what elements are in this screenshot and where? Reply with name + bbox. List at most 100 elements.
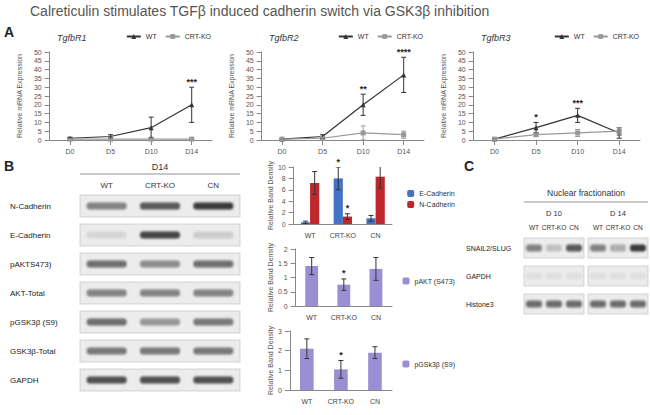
svg-text:4: 4 [282, 198, 286, 205]
svg-text:WT: WT [593, 224, 603, 231]
svg-text:0: 0 [284, 303, 288, 310]
svg-text:WT: WT [529, 224, 539, 231]
svg-text:WT: WT [306, 314, 318, 321]
svg-text:N-Cadherin: N-Cadherin [419, 201, 455, 208]
svg-text:1: 1 [284, 274, 288, 281]
svg-text:D10: D10 [571, 148, 584, 155]
svg-text:45: 45 [458, 57, 466, 64]
svg-text:8: 8 [282, 175, 286, 182]
svg-text:50: 50 [458, 49, 466, 56]
svg-text:D14: D14 [397, 148, 410, 155]
svg-text:WT: WT [100, 181, 113, 190]
svg-text:40: 40 [246, 66, 254, 73]
svg-text:CRT-KO: CRT-KO [185, 33, 212, 40]
svg-text:****: **** [397, 47, 412, 57]
svg-text:3: 3 [278, 328, 282, 335]
svg-text:20: 20 [34, 101, 42, 108]
svg-text:30: 30 [34, 84, 42, 91]
svg-text:40: 40 [458, 66, 466, 73]
svg-text:Nuclear fractionation: Nuclear fractionation [547, 188, 625, 198]
svg-text:D5: D5 [106, 148, 115, 155]
svg-text:D 14: D 14 [610, 209, 626, 218]
svg-text:2: 2 [284, 246, 288, 253]
svg-text:TgfbR3: TgfbR3 [481, 33, 511, 43]
svg-text:Relative mRNA Expression: Relative mRNA Expression [440, 54, 448, 138]
svg-text:SNAIL2/SLUG: SNAIL2/SLUG [466, 245, 511, 252]
svg-text:10: 10 [246, 119, 254, 126]
svg-text:GAPDH: GAPDH [466, 273, 491, 280]
svg-text:30: 30 [246, 84, 254, 91]
svg-text:WT: WT [574, 33, 586, 40]
svg-text:CRT-KO: CRT-KO [145, 181, 175, 190]
svg-text:TgfbR1: TgfbR1 [57, 33, 87, 43]
svg-text:pAKT (S473): pAKT (S473) [415, 278, 455, 286]
svg-text:***: *** [186, 77, 197, 87]
svg-text:D5: D5 [318, 148, 327, 155]
svg-text:pGSK3β (S9): pGSK3β (S9) [10, 318, 58, 327]
svg-text:WT: WT [358, 33, 370, 40]
svg-text:30: 30 [458, 84, 466, 91]
svg-text:*: * [339, 350, 343, 360]
svg-text:35: 35 [34, 75, 42, 82]
svg-text:D0: D0 [277, 148, 286, 155]
svg-text:D 10: D 10 [546, 209, 562, 218]
svg-text:CN: CN [633, 224, 643, 231]
svg-text:CN: CN [208, 181, 220, 190]
svg-text:D10: D10 [145, 148, 158, 155]
svg-text:D0: D0 [65, 148, 74, 155]
svg-text:0: 0 [462, 137, 466, 144]
svg-text:pAKTS473): pAKTS473) [10, 260, 52, 269]
svg-text:Relative mRNA Expression: Relative mRNA Expression [228, 54, 236, 138]
svg-text:Histone3: Histone3 [466, 301, 494, 308]
svg-text:***: *** [572, 98, 583, 108]
svg-text:CN: CN [371, 314, 381, 321]
svg-text:AKT-Total: AKT-Total [10, 289, 45, 298]
svg-text:D0: D0 [490, 148, 499, 155]
svg-text:25: 25 [458, 93, 466, 100]
svg-text:D14: D14 [152, 162, 169, 172]
svg-text:45: 45 [246, 57, 254, 64]
svg-text:CRT-KO: CRT-KO [330, 232, 357, 239]
svg-text:2: 2 [278, 347, 282, 354]
svg-text:D5: D5 [532, 148, 541, 155]
svg-text:TgfbR2: TgfbR2 [269, 33, 299, 43]
svg-text:40: 40 [34, 66, 42, 73]
svg-text:10: 10 [278, 164, 286, 171]
svg-text:CN: CN [569, 224, 579, 231]
svg-text:20: 20 [246, 101, 254, 108]
svg-text:CN: CN [371, 232, 381, 239]
svg-text:2: 2 [282, 209, 286, 216]
svg-text:CRT-KO: CRT-KO [397, 33, 424, 40]
svg-text:25: 25 [246, 93, 254, 100]
svg-text:25: 25 [34, 93, 42, 100]
svg-text:*: * [534, 112, 538, 122]
svg-text:0.5: 0.5 [278, 288, 288, 295]
svg-text:E-Cadherin: E-Cadherin [419, 190, 455, 197]
svg-text:D10: D10 [357, 148, 370, 155]
svg-text:35: 35 [458, 75, 466, 82]
svg-text:0: 0 [282, 221, 286, 228]
svg-text:E-Cadherin: E-Cadherin [10, 231, 50, 240]
svg-text:10: 10 [34, 119, 42, 126]
svg-text:Relative mRNA Expression: Relative mRNA Expression [16, 54, 24, 138]
svg-text:D14: D14 [185, 148, 198, 155]
svg-text:Relative Band Density: Relative Band Density [267, 243, 275, 312]
svg-text:0: 0 [38, 137, 42, 144]
svg-text:GSK3β-Total: GSK3β-Total [10, 347, 56, 356]
svg-text:5: 5 [462, 128, 466, 135]
svg-text:WT: WT [305, 232, 317, 239]
svg-text:Relative Band Density: Relative Band Density [267, 161, 275, 230]
svg-text:50: 50 [246, 49, 254, 56]
svg-text:CN: CN [370, 398, 380, 405]
svg-text:**: ** [360, 84, 368, 94]
svg-text:1: 1 [278, 367, 282, 374]
svg-text:0: 0 [250, 137, 254, 144]
svg-text:WT: WT [301, 398, 313, 405]
svg-text:35: 35 [246, 75, 254, 82]
svg-text:WT: WT [146, 33, 158, 40]
svg-text:*: * [336, 158, 340, 167]
svg-text:5: 5 [250, 128, 254, 135]
svg-text:CRT-KO: CRT-KO [328, 398, 355, 405]
svg-text:CRT-KO: CRT-KO [542, 224, 566, 231]
svg-text:D14: D14 [613, 148, 626, 155]
